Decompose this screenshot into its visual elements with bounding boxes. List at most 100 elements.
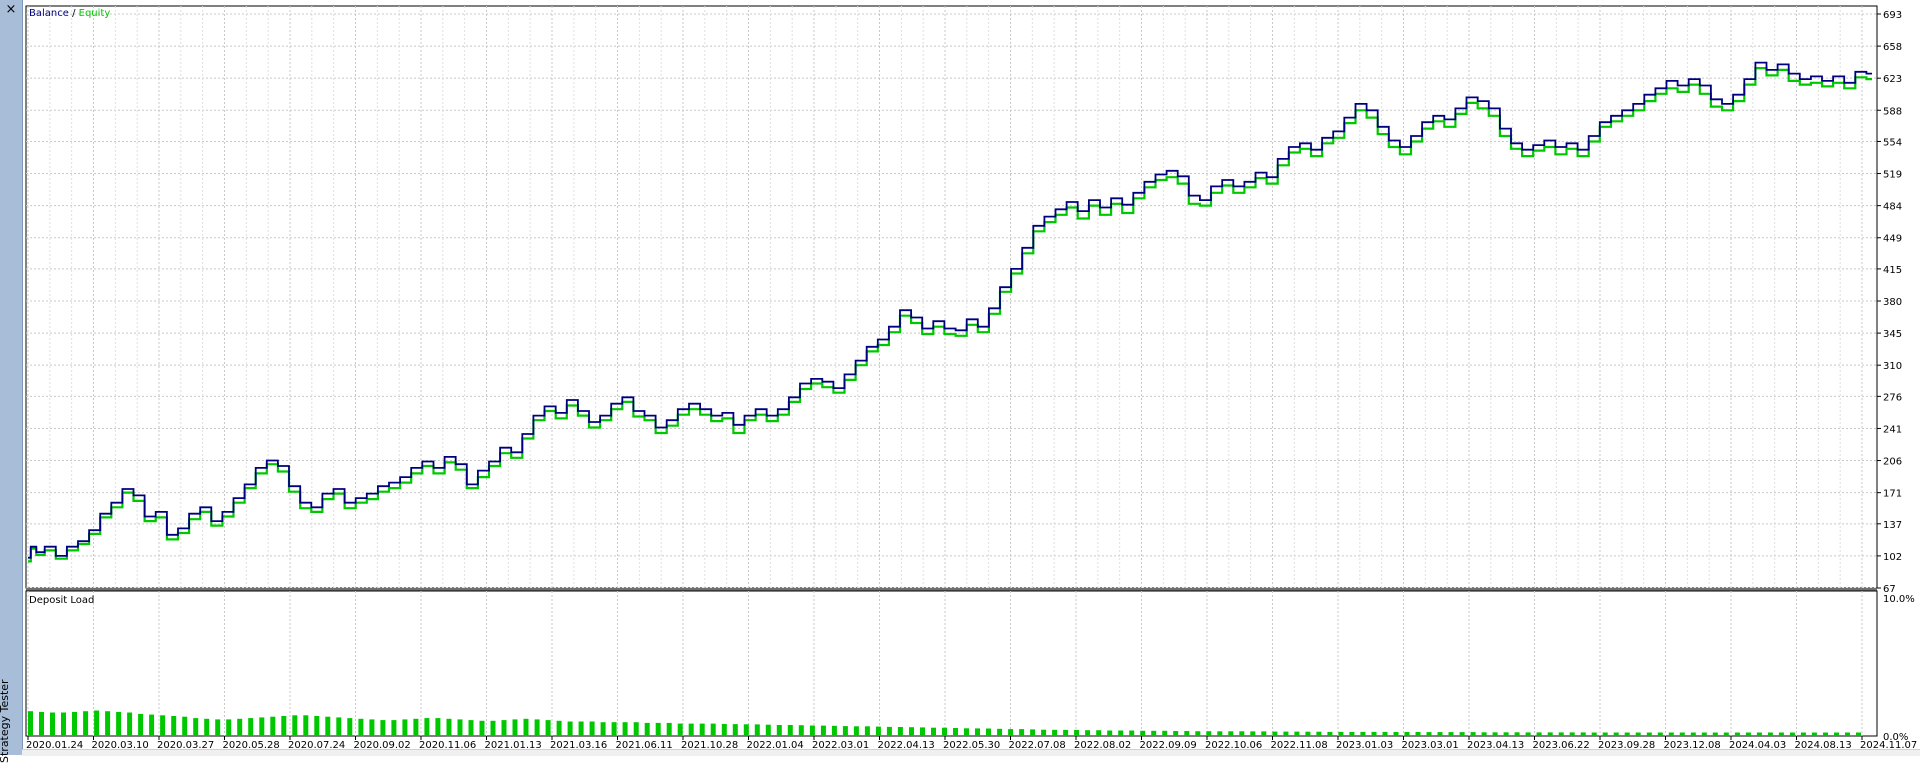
deposit-load-bar — [754, 724, 760, 736]
deposit-load-bar — [1525, 732, 1531, 736]
sub-y-tick-label: 10.0% — [1883, 594, 1915, 605]
deposit-load-bar — [325, 716, 331, 736]
deposit-load-bar — [655, 722, 661, 736]
deposit-load-bar — [1580, 732, 1586, 736]
deposit-load-bar — [875, 726, 881, 736]
deposit-load-bar — [116, 711, 122, 736]
deposit-load-bar — [1745, 732, 1751, 736]
x-tick-label: 2020.05.28 — [223, 740, 280, 749]
deposit-load-bar — [1162, 730, 1168, 736]
deposit-load-bar — [699, 723, 705, 736]
deposit-load-bar — [347, 718, 353, 736]
deposit-load-bar — [1602, 732, 1608, 736]
deposit-load-bar — [1382, 731, 1388, 736]
x-tick-label: 2024.08.13 — [1795, 740, 1852, 749]
deposit-load-bar — [1536, 732, 1542, 736]
side-panel-strip: × Strategy Tester — [0, 0, 23, 763]
deposit-load-bar — [523, 718, 529, 737]
deposit-load-bar — [1834, 732, 1839, 736]
deposit-load-bar — [1756, 732, 1762, 736]
deposit-load-bar — [369, 719, 375, 736]
x-tick-label: 2022.10.06 — [1205, 740, 1262, 749]
deposit-load-bar — [1823, 732, 1828, 736]
deposit-load-bar — [358, 718, 364, 737]
deposit-load-bar — [1360, 731, 1366, 736]
deposit-load-bar — [1151, 730, 1157, 736]
deposit-load-title: Deposit Load — [29, 595, 94, 606]
deposit-load-bar — [149, 714, 155, 736]
deposit-load-bar — [831, 725, 837, 736]
bottom-scrollbar[interactable] — [22, 749, 1920, 756]
deposit-load-bar — [1437, 732, 1443, 736]
deposit-load-bar — [787, 725, 793, 736]
deposit-load-bar — [1767, 732, 1773, 736]
main-y-tick-label: 519 — [1883, 170, 1902, 181]
deposit-load-bar — [743, 724, 749, 736]
deposit-load-bar — [50, 712, 55, 736]
deposit-load-bar — [1283, 731, 1289, 736]
panel-separator[interactable] — [26, 588, 1877, 591]
deposit-load-bar — [611, 722, 617, 736]
x-tick-label: 2022.11.08 — [1271, 740, 1328, 749]
x-tick-label: 2021.10.28 — [681, 740, 738, 749]
main-y-tick-label: 67 — [1883, 584, 1896, 595]
deposit-load-bar — [622, 722, 628, 736]
x-tick-label: 2020.11.06 — [419, 740, 476, 749]
deposit-load-bar — [1635, 732, 1641, 736]
main-y-tick-label: 241 — [1883, 424, 1902, 435]
deposit-load-bar — [1470, 732, 1476, 736]
deposit-load-bar — [964, 728, 969, 736]
deposit-load-bar — [920, 727, 925, 736]
deposit-load-bar — [105, 711, 111, 736]
deposit-load-bar — [435, 718, 441, 736]
balance-line — [28, 61, 1872, 559]
legend: Balance / Equity — [29, 8, 110, 19]
deposit-load-bar — [1514, 732, 1520, 736]
deposit-load-bar — [1712, 732, 1718, 736]
x-tick-label: 2020.03.10 — [92, 740, 149, 749]
deposit-load-bar — [1415, 732, 1421, 736]
deposit-load-bar — [391, 720, 397, 736]
deposit-load-bar — [732, 724, 738, 736]
deposit-load-bar — [1140, 730, 1146, 736]
deposit-load-bar — [1272, 731, 1278, 736]
main-y-tick-label: 206 — [1883, 457, 1902, 468]
sub-plot-frame — [25, 590, 1878, 737]
deposit-load-bar — [1052, 729, 1058, 736]
close-icon[interactable]: × — [5, 2, 17, 17]
deposit-load-bar — [281, 716, 287, 736]
deposit-load-bar — [39, 711, 44, 736]
deposit-load-bar — [1591, 732, 1597, 736]
deposit-load-bar — [931, 727, 936, 736]
x-tick-label: 2020.07.24 — [288, 740, 345, 749]
deposit-load-bar — [138, 713, 144, 736]
deposit-load-bar — [259, 717, 265, 736]
deposit-load-bar — [886, 726, 892, 736]
x-tick-label: 2021.03.16 — [550, 740, 607, 749]
deposit-load-bars — [28, 710, 1861, 737]
deposit-load-bar — [1118, 730, 1124, 736]
x-tick-label: 2022.04.13 — [878, 740, 935, 749]
deposit-load-bar — [1734, 732, 1740, 736]
x-tick-label: 2023.12.08 — [1664, 740, 1721, 749]
deposit-load-bar — [1679, 732, 1685, 736]
deposit-load-bar — [953, 728, 958, 736]
deposit-load-bar — [314, 716, 320, 736]
sub-y-axis: 10.0% 0.0% — [1883, 594, 1915, 743]
deposit-load-bar — [1063, 729, 1069, 736]
x-tick-label: 2024.04.03 — [1729, 740, 1786, 749]
x-tick-label: 2022.08.02 — [1074, 740, 1131, 749]
deposit-load-bar — [248, 718, 254, 736]
deposit-load-bar — [1492, 732, 1498, 736]
main-y-tick-label: 588 — [1883, 106, 1902, 117]
deposit-load-bar — [721, 723, 727, 736]
deposit-load-bar — [83, 711, 89, 736]
deposit-load-bar — [303, 715, 309, 736]
deposit-load-bar — [1294, 731, 1300, 736]
x-tick-label: 2023.04.13 — [1467, 740, 1524, 749]
deposit-load-bar — [501, 720, 507, 736]
main-y-tick-label: 310 — [1883, 361, 1902, 372]
main-y-tick-label: 449 — [1883, 234, 1902, 245]
deposit-load-bar — [1613, 732, 1619, 736]
deposit-load-bar — [424, 718, 430, 736]
